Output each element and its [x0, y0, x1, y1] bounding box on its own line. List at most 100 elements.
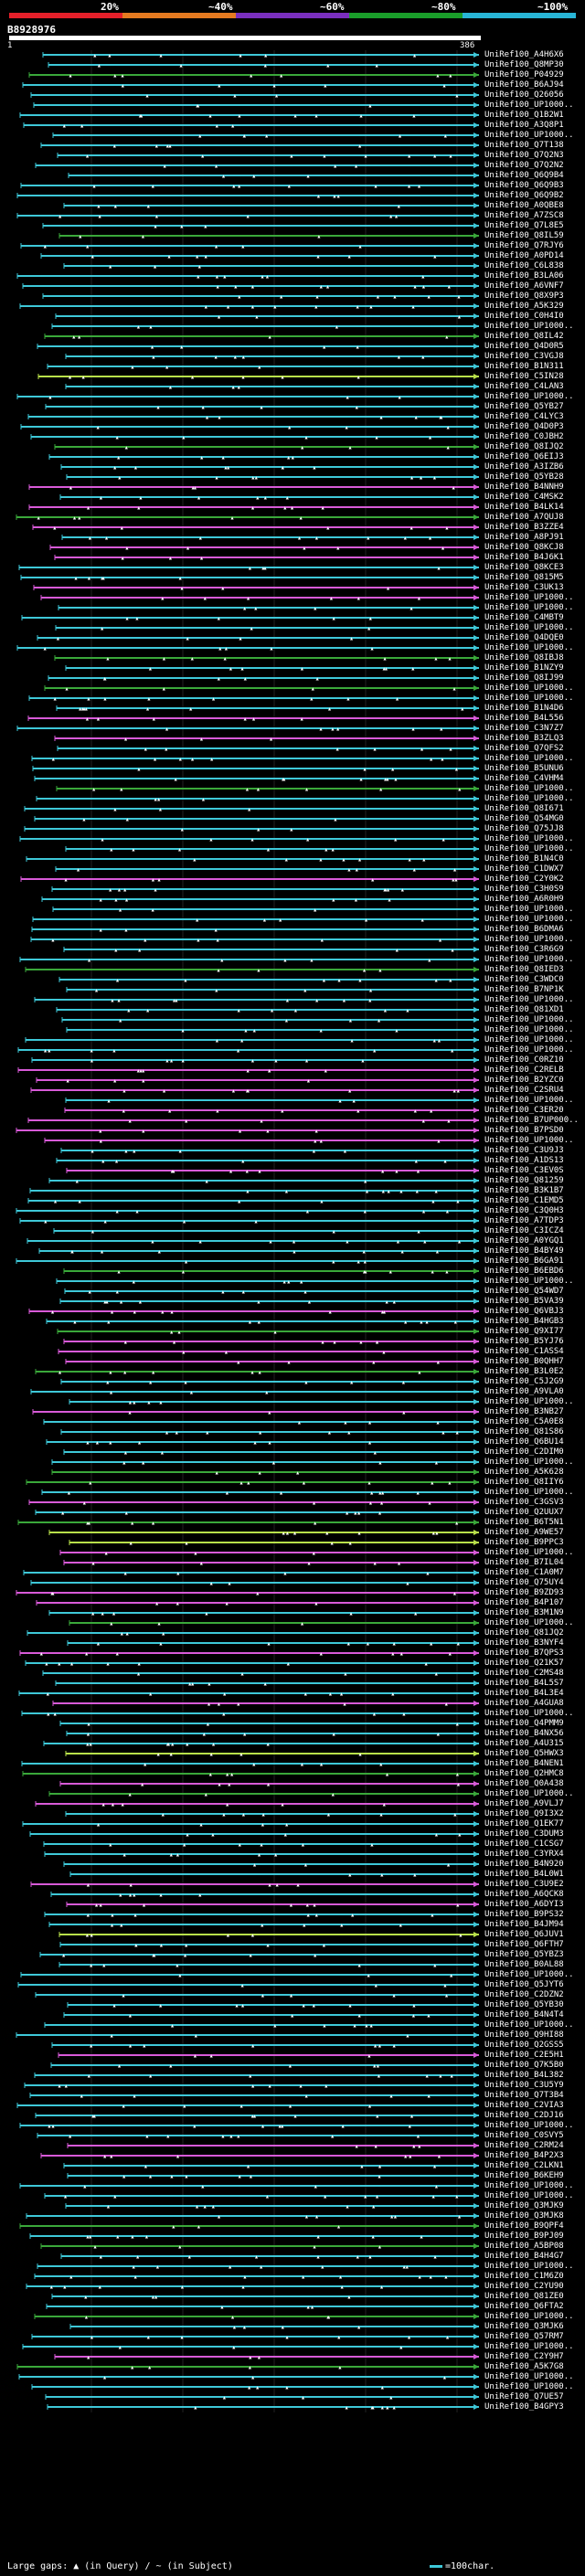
hit-label[interactable]: UniRef100_Q9XI77: [484, 1327, 564, 1336]
hit-label[interactable]: UniRef100_C3Q0H3: [484, 1206, 564, 1215]
hit-label[interactable]: UniRef100_C3ICZ4: [484, 1226, 564, 1235]
hit-label[interactable]: UniRef100_UP1000..: [484, 1045, 574, 1055]
hit-label[interactable]: UniRef100_UP1000..: [484, 603, 574, 612]
hit-label[interactable]: UniRef100_B5YJ76: [484, 1337, 564, 1346]
hit-label[interactable]: UniRef100_C2YU90: [484, 2282, 564, 2291]
hit-label[interactable]: UniRef100_B0QHH7: [484, 1357, 564, 1366]
hit-label[interactable]: UniRef100_Q6BU14: [484, 1437, 564, 1447]
hit-label[interactable]: UniRef100_A7QUJ8: [484, 513, 564, 522]
hit-label[interactable]: UniRef100_C0SVY5: [484, 2131, 564, 2140]
hit-label[interactable]: UniRef100_UP1000..: [484, 1789, 574, 1798]
hit-label[interactable]: UniRef100_Q6FTH7: [484, 1940, 564, 1949]
hit-label[interactable]: UniRef100_B4NNH9: [484, 482, 564, 492]
hit-label[interactable]: UniRef100_UP1000..: [484, 2382, 574, 2391]
hit-label[interactable]: UniRef100_UP1000..: [484, 955, 574, 964]
hit-label[interactable]: UniRef100_A4H6X6: [484, 50, 564, 59]
hit-label[interactable]: UniRef100_B4NEN1: [484, 1759, 564, 1768]
hit-label[interactable]: UniRef100_B4L5S7: [484, 1679, 564, 1688]
hit-label[interactable]: UniRef100_A0PD14: [484, 251, 564, 260]
hit-label[interactable]: UniRef100_Q8IBJ8: [484, 653, 564, 663]
hit-label[interactable]: UniRef100_B1N4C0: [484, 854, 564, 864]
hit-label[interactable]: UniRef100_Q75UY4: [484, 1578, 564, 1587]
hit-label[interactable]: UniRef100_B9ZD93: [484, 1588, 564, 1597]
hit-label[interactable]: UniRef100_B6T5N1: [484, 1518, 564, 1527]
hit-label[interactable]: UniRef100_A9WE57: [484, 1528, 564, 1537]
hit-label[interactable]: UniRef100_C4LYC3: [484, 412, 564, 421]
hit-label[interactable]: UniRef100_A9VLJ7: [484, 1799, 564, 1808]
hit-label[interactable]: UniRef100_Q8KCJ8: [484, 543, 564, 552]
hit-label[interactable]: UniRef100_A5BP08: [484, 2242, 564, 2251]
hit-label[interactable]: UniRef100_Q9I3X2: [484, 1809, 564, 1818]
hit-label[interactable]: UniRef100_C1DWX7: [484, 864, 564, 874]
hit-label[interactable]: UniRef100_UP1000..: [484, 2312, 574, 2321]
hit-label[interactable]: UniRef100_B4BY49: [484, 1246, 564, 1256]
hit-label[interactable]: UniRef100_UP1000..: [484, 905, 574, 914]
hit-label[interactable]: UniRef100_B4H4G7: [484, 2252, 564, 2261]
hit-label[interactable]: UniRef100_B4LK14: [484, 503, 564, 512]
hit-label[interactable]: UniRef100_C3N7Z7: [484, 724, 564, 733]
hit-label[interactable]: UniRef100_Q7K5B0: [484, 2061, 564, 2070]
hit-label[interactable]: UniRef100_Q8MP30: [484, 60, 564, 69]
hit-label[interactable]: UniRef100_B4L382: [484, 2071, 564, 2080]
hit-label[interactable]: UniRef100_Q7T3B4: [484, 2091, 564, 2100]
hit-label[interactable]: UniRef100_C4VHM4: [484, 774, 564, 783]
hit-label[interactable]: UniRef100_B7PSD0: [484, 1126, 564, 1135]
hit-label[interactable]: UniRef100_C3DUM3: [484, 1829, 564, 1839]
hit-label[interactable]: UniRef100_C5IN28: [484, 372, 564, 381]
hit-label[interactable]: UniRef100_B6GA91: [484, 1256, 564, 1266]
hit-label[interactable]: UniRef100_Q7RJY6: [484, 241, 564, 250]
hit-label[interactable]: UniRef100_C2E5H1: [484, 2051, 564, 2060]
hit-label[interactable]: UniRef100_Q54WD7: [484, 1287, 564, 1296]
hit-label[interactable]: UniRef100_B9PPC3: [484, 1538, 564, 1547]
hit-label[interactable]: UniRef100_UP1000..: [484, 694, 574, 703]
hit-label[interactable]: UniRef100_A5K628: [484, 1468, 564, 1477]
hit-label[interactable]: UniRef100_Q3MJK6: [484, 2322, 564, 2331]
hit-label[interactable]: UniRef100_Q4DQE0: [484, 633, 564, 642]
hit-label[interactable]: UniRef100_UP1000..: [484, 1970, 574, 1979]
hit-label[interactable]: UniRef100_UP1000..: [484, 1096, 574, 1105]
hit-label[interactable]: UniRef100_Q54MG0: [484, 814, 564, 823]
hit-label[interactable]: UniRef100_B4L0W1: [484, 1870, 564, 1879]
hit-label[interactable]: UniRef100_Q81XD1: [484, 1005, 564, 1014]
hit-label[interactable]: UniRef100_Q9HI88: [484, 2030, 564, 2040]
hit-label[interactable]: UniRef100_UP1000..: [484, 623, 574, 632]
hit-label[interactable]: UniRef100_Q2HMC8: [484, 1769, 564, 1778]
hit-label[interactable]: UniRef100_Q7QFS2: [484, 744, 564, 753]
hit-label[interactable]: UniRef100_B2YZC0: [484, 1076, 564, 1085]
hit-label[interactable]: UniRef100_A8PJ91: [484, 533, 564, 542]
hit-label[interactable]: UniRef100_C3UK13: [484, 583, 564, 592]
hit-label[interactable]: UniRef100_A0QBE8: [484, 201, 564, 210]
hit-label[interactable]: UniRef100_B4JM94: [484, 1920, 564, 1929]
hit-label[interactable]: UniRef100_B3ZLQ3: [484, 734, 564, 743]
hit-label[interactable]: UniRef100_B3M1N9: [484, 1608, 564, 1617]
hit-label[interactable]: UniRef100_UP1000..: [484, 593, 574, 602]
hit-label[interactable]: UniRef100_Q7UE57: [484, 2392, 564, 2401]
hit-label[interactable]: UniRef100_C1CSG7: [484, 1839, 564, 1849]
hit-label[interactable]: UniRef100_A4U315: [484, 1739, 564, 1748]
hit-label[interactable]: UniRef100_UP1000..: [484, 754, 574, 763]
hit-label[interactable]: UniRef100_B4NX56: [484, 1729, 564, 1738]
hit-label[interactable]: UniRef100_B4P2X3: [484, 2151, 564, 2160]
hit-label[interactable]: UniRef100_Q8KCE3: [484, 563, 564, 572]
hit-label[interactable]: UniRef100_UP1000..: [484, 1136, 574, 1145]
hit-label[interactable]: UniRef100_UP1000..: [484, 1709, 574, 1718]
hit-label[interactable]: UniRef100_Q3MJK9: [484, 2201, 564, 2210]
hit-label[interactable]: UniRef100_A3IZB6: [484, 462, 564, 472]
hit-label[interactable]: UniRef100_UP1000..: [484, 684, 574, 693]
hit-label[interactable]: UniRef100_Q7Q2N3: [484, 151, 564, 160]
hit-label[interactable]: UniRef100_B3ZZE4: [484, 523, 564, 532]
hit-label[interactable]: UniRef100_Q8IJ99: [484, 673, 564, 683]
hit-label[interactable]: UniRef100_B4HGB3: [484, 1317, 564, 1326]
hit-label[interactable]: UniRef100_B7NP1K: [484, 985, 564, 994]
hit-label[interactable]: UniRef100_A6QCK8: [484, 1890, 564, 1899]
hit-label[interactable]: UniRef100_C3U9J3: [484, 1146, 564, 1155]
hit-label[interactable]: UniRef100_C0H4I0: [484, 312, 564, 321]
hit-label[interactable]: UniRef100_UP1000..: [484, 995, 574, 1004]
hit-label[interactable]: UniRef100_C3U9E2: [484, 1880, 564, 1889]
hit-label[interactable]: UniRef100_Q81S86: [484, 1427, 564, 1436]
hit-label[interactable]: UniRef100_Q81259: [484, 1176, 564, 1185]
hit-label[interactable]: UniRef100_B4N4T4: [484, 2010, 564, 2019]
hit-label[interactable]: UniRef100_Q3MJK8: [484, 2211, 564, 2221]
hit-label[interactable]: UniRef100_B9PJ09: [484, 2231, 564, 2241]
hit-label[interactable]: UniRef100_UP1000..: [484, 131, 574, 140]
